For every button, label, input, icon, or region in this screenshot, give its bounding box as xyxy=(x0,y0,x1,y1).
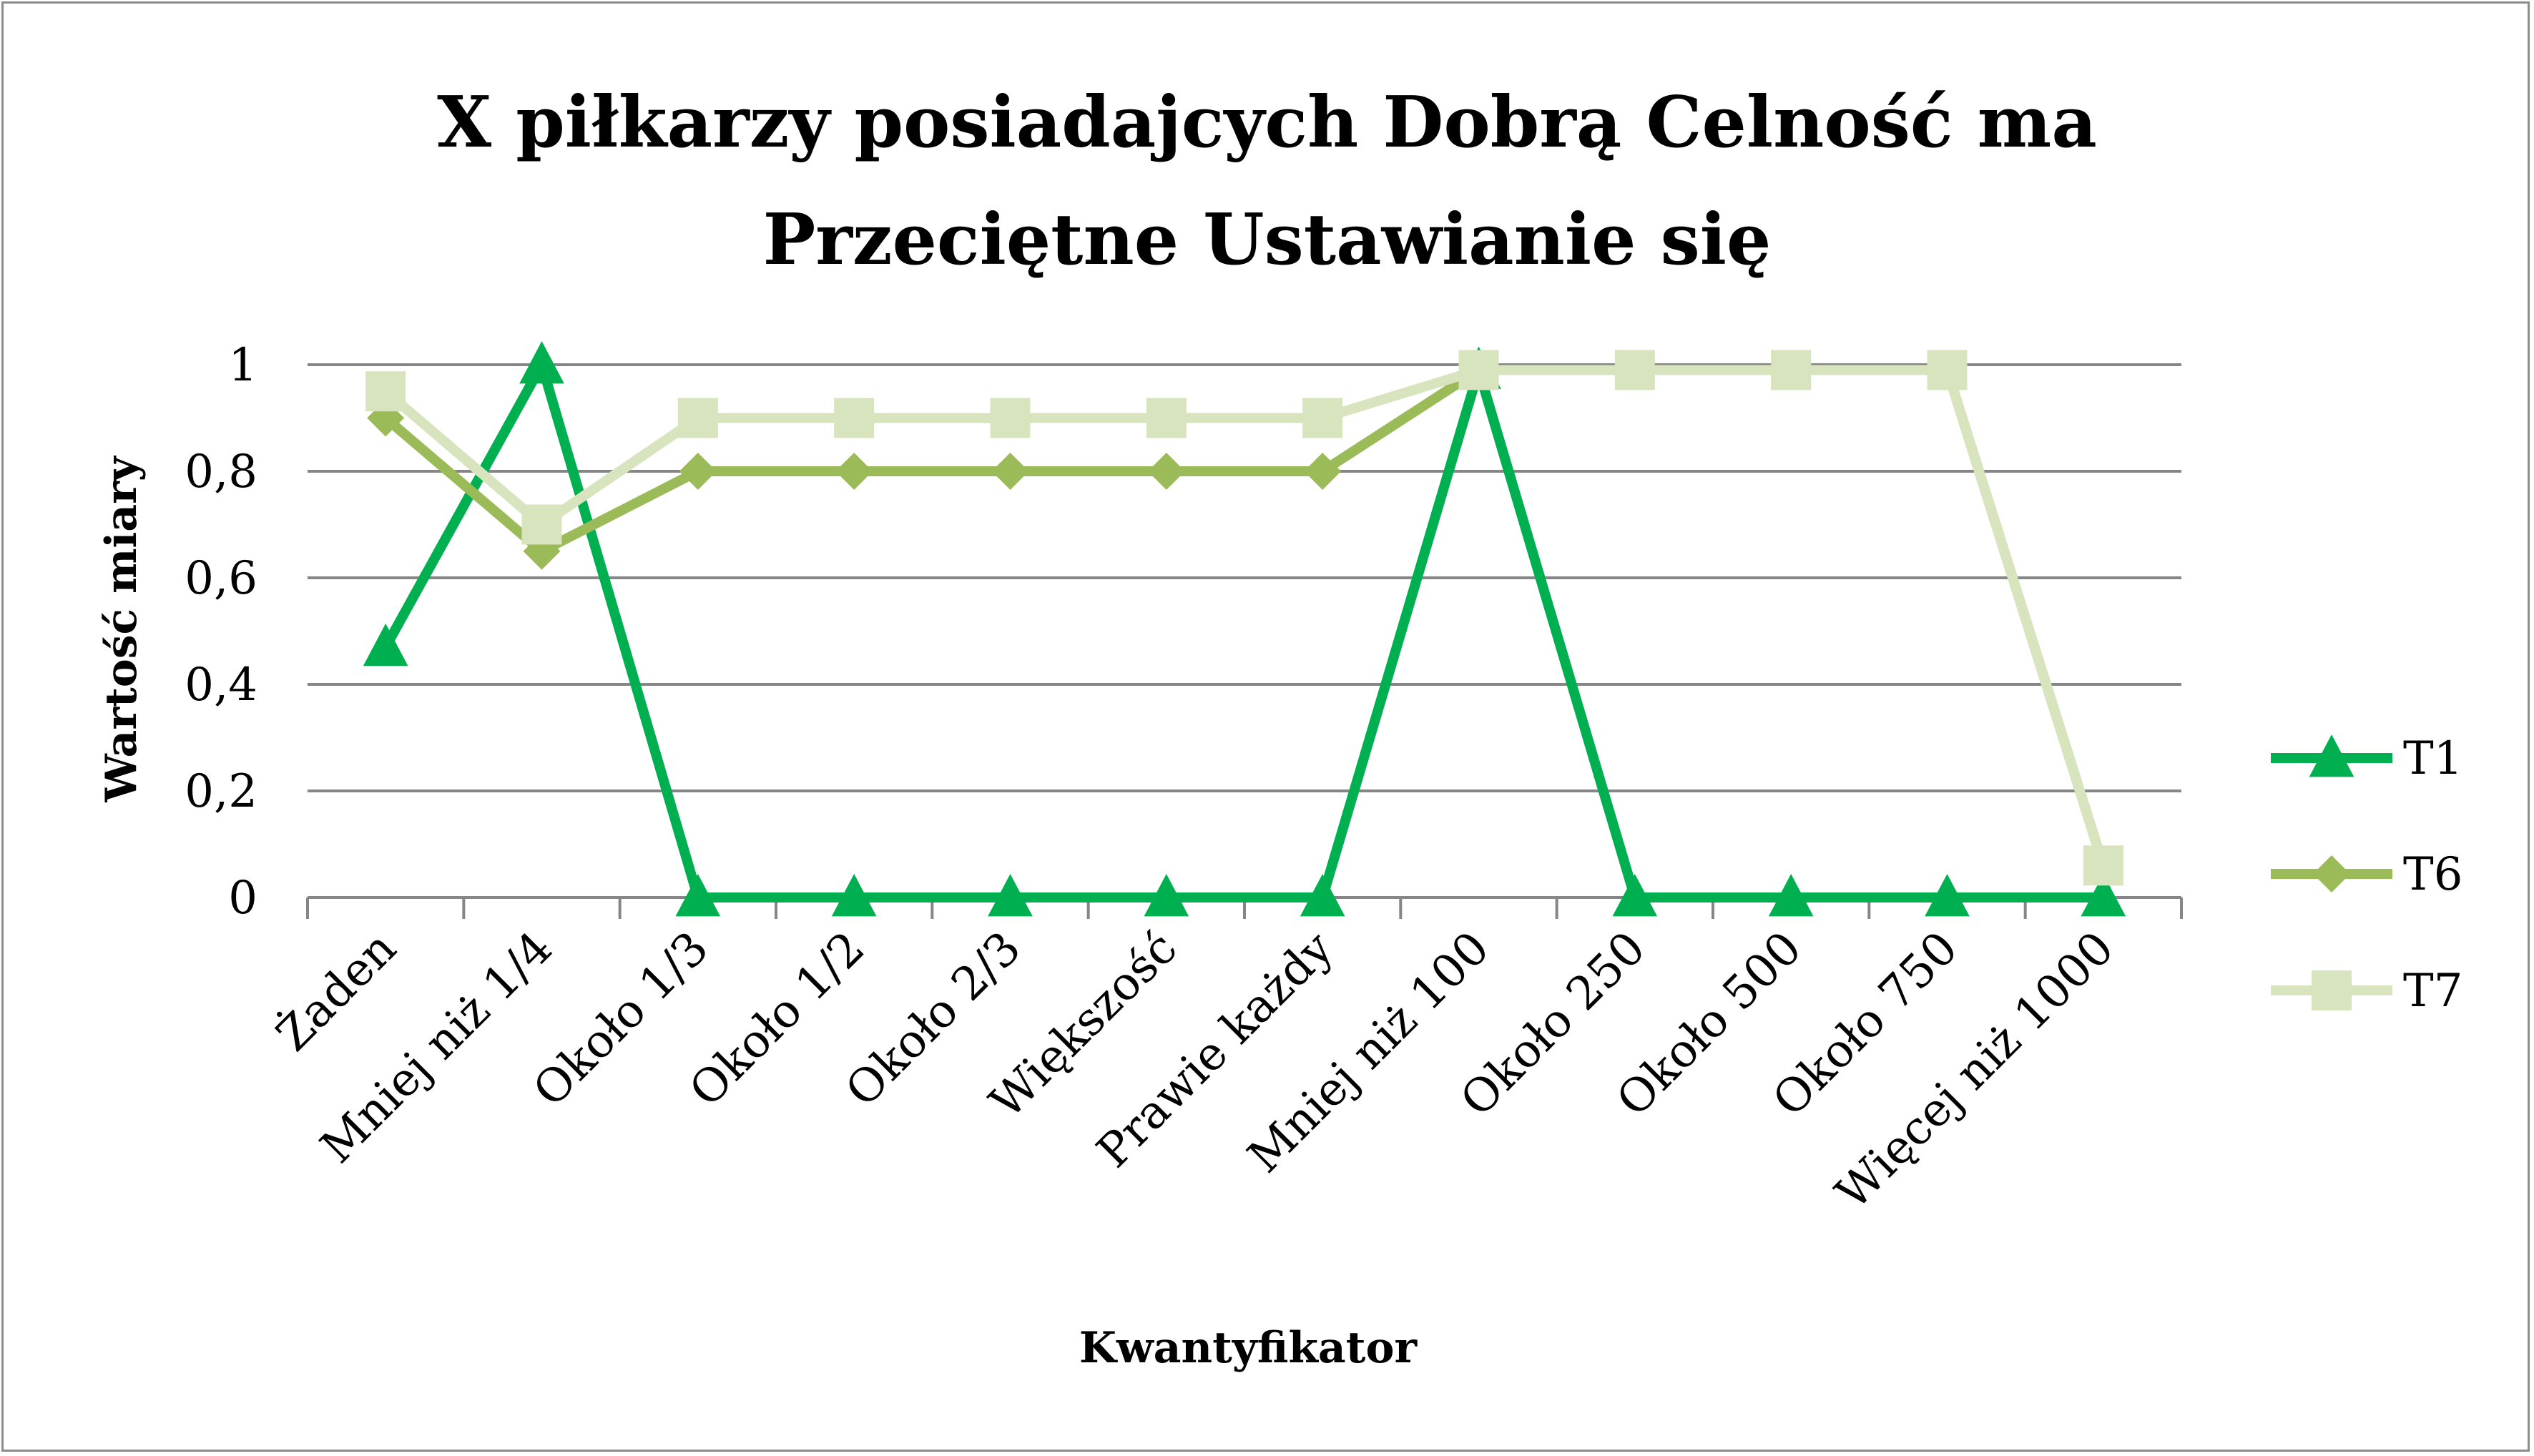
data-point xyxy=(677,398,718,438)
data-point xyxy=(1768,874,1814,917)
data-point xyxy=(679,453,717,490)
chart-title-line-1: X piłkarzy posiadajcych Dobrą Celność ma xyxy=(437,82,2097,164)
data-point xyxy=(988,874,1033,917)
x-tick-label: Żaden xyxy=(266,921,406,1061)
legend-item-t7: T7 xyxy=(2271,965,2462,1018)
data-point xyxy=(1304,453,1342,490)
data-point xyxy=(1927,350,1968,390)
y-axis-title: Wartość miary xyxy=(97,455,147,802)
legend-label: T7 xyxy=(2403,965,2462,1018)
y-tick-label: 1 xyxy=(228,339,257,392)
legend-marker xyxy=(2309,734,2354,777)
data-point xyxy=(675,874,721,917)
data-point xyxy=(1302,398,1343,438)
data-point xyxy=(521,504,562,545)
legend-label: T1 xyxy=(2403,732,2462,785)
data-point xyxy=(1458,350,1499,390)
data-point xyxy=(991,453,1029,490)
legend-marker xyxy=(2313,855,2350,892)
data-point xyxy=(1771,350,1812,390)
legend-item-t1: T1 xyxy=(2271,732,2462,785)
data-point xyxy=(1147,453,1185,490)
data-point xyxy=(365,371,406,412)
data-point xyxy=(835,453,873,490)
series-t7 xyxy=(365,350,2123,886)
y-tick-label: 0,6 xyxy=(185,552,257,605)
chart-title: X piłkarzy posiadajcych Dobrą Celność ma… xyxy=(0,64,2534,299)
series-t6 xyxy=(367,351,2122,885)
data-point xyxy=(1925,874,1970,917)
legend-item-t6: T6 xyxy=(2271,848,2462,901)
data-point xyxy=(2081,874,2126,917)
data-point xyxy=(1300,874,1345,917)
data-point xyxy=(2083,845,2123,886)
data-point xyxy=(1146,398,1187,438)
series-line xyxy=(381,360,2103,902)
data-point xyxy=(519,341,564,384)
y-tick-label: 0,4 xyxy=(185,659,257,712)
legend-label: T6 xyxy=(2403,848,2462,901)
y-axis-ticks: 0 0,2 0,4 0,6 0,8 1 xyxy=(185,339,257,925)
legend: T1 T6 T7 xyxy=(2271,732,2462,1018)
x-tick-label: Więcej niż 1000 xyxy=(1826,922,2124,1220)
data-point xyxy=(1612,874,1658,917)
series-t1 xyxy=(363,341,2126,917)
data-point xyxy=(1144,874,1189,917)
legend-marker xyxy=(2312,970,2352,1010)
y-tick-label: 0 xyxy=(228,872,257,925)
grid-lines xyxy=(308,363,2181,792)
series-line xyxy=(382,365,2108,867)
data-point xyxy=(831,874,877,917)
x-axis-title: Kwantyfikator xyxy=(1079,1323,1418,1373)
series-layer xyxy=(363,341,2126,917)
data-point xyxy=(363,623,408,666)
y-tick-label: 0,8 xyxy=(185,446,257,498)
data-point xyxy=(1614,350,1655,390)
data-point xyxy=(834,398,875,438)
chart-title-line-2: Przeciętne Ustawianie się xyxy=(762,199,1772,281)
y-tick-label: 0,2 xyxy=(185,765,257,818)
data-point xyxy=(990,398,1031,438)
